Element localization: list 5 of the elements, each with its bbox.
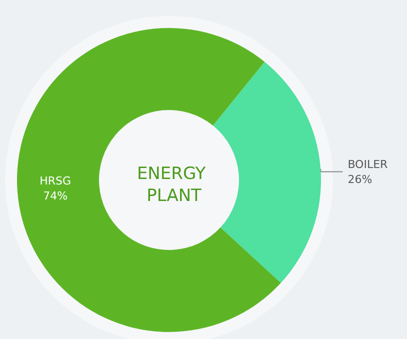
text: ENERGY PLANT [136, 164, 212, 206]
slice-label: BOILER [348, 158, 388, 171]
data-label: 26% [348, 172, 372, 186]
slice-label: HRSG [40, 174, 72, 188]
data-label: 74% [43, 189, 68, 202]
